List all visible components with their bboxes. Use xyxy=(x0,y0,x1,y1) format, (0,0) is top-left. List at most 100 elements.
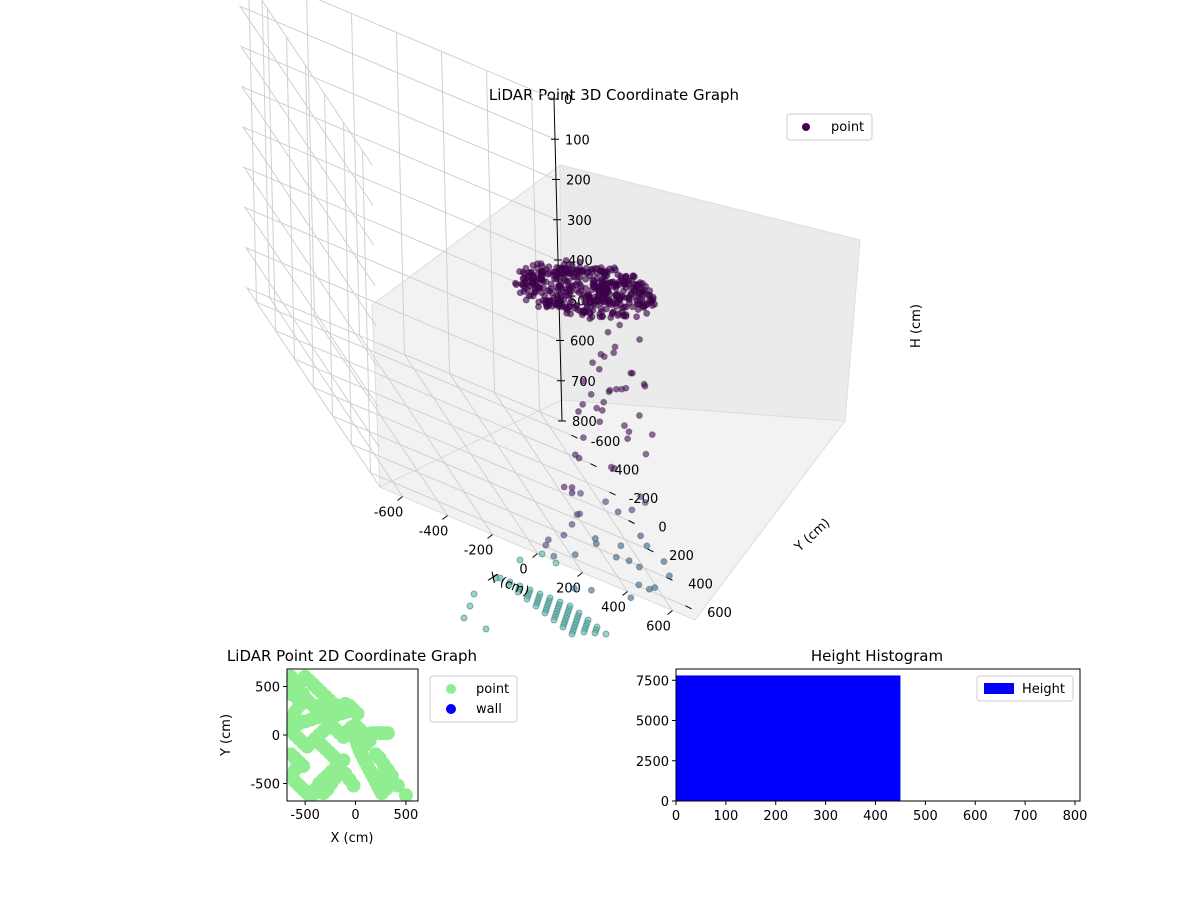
point-3d xyxy=(614,508,622,516)
point-3d xyxy=(546,287,554,295)
point-3d xyxy=(598,406,606,414)
floor-point-3d xyxy=(580,628,588,636)
point-3d xyxy=(566,300,574,307)
point-3d xyxy=(557,266,565,273)
grid-line-z-8 xyxy=(245,286,563,488)
chart-2d: LiDAR Point 2D Coordinate Graph -500 0 500… xyxy=(219,647,518,846)
floor-point-3d xyxy=(538,550,546,558)
point-3d xyxy=(619,304,627,312)
floor-point-3d xyxy=(482,625,490,633)
y-tick-label-hist-1: 2500 xyxy=(636,755,669,770)
point-3d xyxy=(592,297,600,305)
point-3d xyxy=(648,431,656,439)
ticks-2d: -500 0 500 -500 0 500 xyxy=(250,680,418,823)
legend-2d-label-wall: wall xyxy=(476,702,502,717)
point-3d xyxy=(577,489,584,497)
point-3d xyxy=(579,400,587,408)
point-3d xyxy=(542,278,550,286)
x-tick-mark-3d-1 xyxy=(442,515,448,520)
point-3d xyxy=(540,267,547,275)
z-tick-label-3d-2: 200 xyxy=(566,174,591,189)
point-3d xyxy=(640,304,648,312)
y-axis-label-3d: Y (cm) xyxy=(791,516,833,556)
point-3d xyxy=(642,282,650,290)
point-3d xyxy=(612,282,620,290)
grid-line-z-6 xyxy=(243,206,561,407)
point-3d xyxy=(542,301,550,309)
point-3d xyxy=(548,302,556,310)
point-3d xyxy=(635,563,643,571)
floor-point-3d xyxy=(470,590,478,598)
x-tick-mark-3d-2 xyxy=(487,534,493,539)
floor-point-3d xyxy=(552,559,560,567)
x-tick-mark-3d-3 xyxy=(532,553,538,558)
legend-histogram-frame xyxy=(976,675,1074,702)
point-3d xyxy=(524,279,532,287)
point-3d xyxy=(638,286,645,294)
point-3d xyxy=(636,336,644,343)
floor-point-3d xyxy=(516,556,524,564)
x-tick-mark-3d-5 xyxy=(622,591,628,596)
legend-histogram-swatch xyxy=(984,683,1014,694)
point-3d xyxy=(617,542,625,550)
point-3d xyxy=(519,275,527,282)
grid-line-z-3 xyxy=(240,85,558,287)
y-tick-mark-3d-6 xyxy=(685,605,692,610)
point-3d xyxy=(560,260,568,268)
point-3d xyxy=(582,275,590,283)
y-tick-mark-3d-4 xyxy=(647,548,654,553)
x-tick-label-3d-1: -400 xyxy=(419,525,449,540)
point-3d xyxy=(557,281,565,289)
x-tick-label-3d-0: -600 xyxy=(374,506,404,521)
points-2d xyxy=(287,669,413,801)
point-3d xyxy=(635,412,643,419)
point-3d xyxy=(516,289,524,297)
point-2d-point xyxy=(330,700,345,715)
point-3d xyxy=(612,553,620,561)
point-3d xyxy=(534,260,541,268)
point-3d xyxy=(634,300,642,308)
point-2d-point xyxy=(374,766,389,781)
z-tick-label-3d-3: 300 xyxy=(567,214,592,229)
x-axis-label-2d: X (cm) xyxy=(331,831,374,846)
point-3d xyxy=(534,282,542,290)
grid-line-z-7 xyxy=(244,246,562,448)
x-tick-label-hist-6: 600 xyxy=(963,809,988,824)
y-tick-label-3d-2: -200 xyxy=(629,492,659,507)
legend-2d-label-point: point xyxy=(476,682,509,697)
point-3d xyxy=(512,279,519,287)
point-3d xyxy=(610,349,618,357)
x-tick-label-hist-7: 700 xyxy=(1013,809,1038,824)
y-tick-label-hist-3: 7500 xyxy=(636,674,669,689)
point-3d xyxy=(560,483,568,491)
point-3d xyxy=(606,265,614,273)
point-3d xyxy=(593,404,601,412)
point-3d xyxy=(570,584,578,592)
point-3d xyxy=(604,328,612,336)
point-3d xyxy=(550,552,558,560)
point-2d-point xyxy=(354,733,369,748)
x-tick-label-hist-2: 200 xyxy=(763,809,788,824)
point-3d xyxy=(544,536,552,544)
point-3d xyxy=(618,277,626,284)
chart-3d: LiDAR Point 3D Coordinate Graph -600 -400… xyxy=(238,0,924,638)
point-3d xyxy=(582,284,590,292)
y-tick-label-hist-2: 5000 xyxy=(636,715,669,730)
point-3d xyxy=(629,303,636,311)
legend-3d-frame xyxy=(786,113,873,141)
floor-point-3d xyxy=(602,630,610,638)
histogram-bars xyxy=(676,675,901,801)
floor-point-3d xyxy=(460,614,468,622)
pane-floor xyxy=(378,399,846,621)
point-3d xyxy=(570,273,578,281)
floor-point-3d xyxy=(523,595,531,603)
z-tick-label-3d-1: 100 xyxy=(565,133,590,148)
y-tick-mark-3d-2 xyxy=(609,491,616,496)
point-3d xyxy=(571,304,578,312)
point-3d xyxy=(641,499,649,506)
z-axis-label-3d: H (cm) xyxy=(909,304,924,348)
x-tick-label-hist-3: 300 xyxy=(813,809,838,824)
point-3d xyxy=(641,382,649,390)
point-3d xyxy=(596,313,604,321)
legend-histogram-label: Height xyxy=(1022,682,1065,697)
